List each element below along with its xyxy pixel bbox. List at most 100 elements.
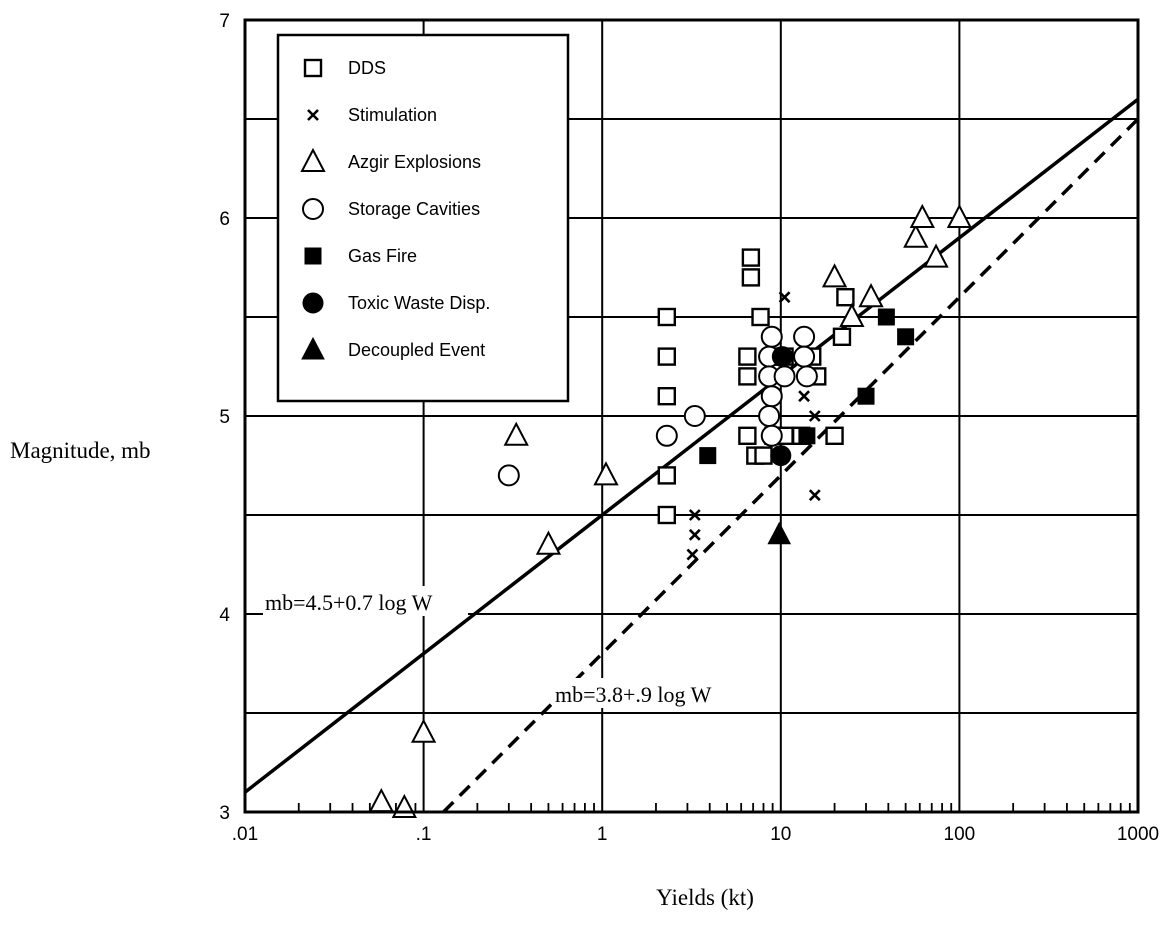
plot-border <box>243 18 1140 814</box>
point-azgir-explosions <box>903 223 929 248</box>
legend-marker-decoupled-event <box>301 336 325 360</box>
legend-label-stimulation: Stimulation <box>348 105 437 125</box>
point-dds <box>657 466 677 485</box>
point-stimulation <box>686 548 699 561</box>
point-stimulation <box>778 291 791 304</box>
point-dds <box>738 367 757 386</box>
x-tick-label: 100 <box>944 824 976 845</box>
x-tick-label: 1 <box>597 824 608 845</box>
point-dds <box>657 307 677 327</box>
fit-line-solid <box>243 97 1140 794</box>
data-points <box>368 203 973 819</box>
point-storage-cavities <box>795 365 818 388</box>
point-azgir-explosions <box>821 263 848 288</box>
point-storage-cavities <box>655 424 678 447</box>
legend-label-decoupled-event: Decoupled Event <box>348 340 485 360</box>
legend-marker-azgir-explosions <box>300 147 326 172</box>
x-axis-title: Yields (kt) <box>656 885 754 910</box>
point-azgir-explosions <box>946 203 973 228</box>
legend: DDS Stimulation Azgir Explosions Storage Ca… <box>276 33 570 403</box>
point-dds <box>754 446 773 465</box>
legend-label-dds: DDS <box>348 58 386 78</box>
point-dds <box>832 327 852 346</box>
point-azgir-explosions <box>368 787 395 813</box>
point-stimulation <box>808 489 821 502</box>
plot-frame <box>243 18 1140 814</box>
point-azgir-explosions <box>410 718 437 743</box>
legend-marker-dds <box>303 58 323 78</box>
point-storage-cavities <box>497 464 520 487</box>
point-azgir-explosions <box>593 461 619 486</box>
point-stimulation <box>808 410 821 422</box>
point-gas-fire <box>857 387 875 405</box>
point-dds <box>738 426 757 445</box>
equation-label-solid: mb=4.5+0.7 log W <box>265 590 433 615</box>
point-azgir-explosions <box>858 283 884 308</box>
point-dds <box>657 505 677 525</box>
point-azgir-explosions <box>923 243 949 268</box>
x-stroke <box>808 489 821 502</box>
x-stroke <box>307 109 319 121</box>
point-dds <box>825 426 844 445</box>
x-stroke <box>688 509 701 521</box>
point-dds <box>836 288 855 307</box>
y-tick-label: 3 <box>219 803 230 824</box>
point-azgir-explosions <box>503 421 529 446</box>
point-storage-cavities <box>760 424 783 447</box>
point-decoupled-event <box>767 521 792 545</box>
point-dds <box>741 268 761 287</box>
point-storage-cavities <box>760 325 783 348</box>
y-tick-label: 7 <box>219 11 230 32</box>
eq-label-2-bg <box>552 678 767 708</box>
equation-label-dashed: mb=3.8+.9 log W <box>555 682 712 707</box>
point-storage-cavities <box>793 345 816 368</box>
x-stroke <box>688 528 701 541</box>
point-dds <box>738 347 757 366</box>
point-storage-cavities <box>760 385 783 408</box>
legend-label-gas-fire: Gas Fire <box>348 246 417 266</box>
legend-marker-stimulation <box>307 109 319 121</box>
x-tick-label: 1000 <box>1117 824 1159 845</box>
x-tick-label: .1 <box>416 824 432 845</box>
point-gas-fire <box>798 427 816 445</box>
point-storage-cavities <box>758 405 781 427</box>
legend-marker-toxic-waste-disp <box>302 292 324 314</box>
point-azgir-explosions <box>535 530 562 555</box>
point-storage-cavities <box>773 365 796 388</box>
eq-label-1-bg <box>263 586 468 616</box>
point-dds <box>741 248 761 267</box>
point-storage-cavities <box>793 325 816 348</box>
point-gas-fire <box>877 308 895 326</box>
point-dds <box>751 307 770 327</box>
legend-label-toxic-waste-disp: Toxic Waste Disp. <box>348 293 490 313</box>
point-gas-fire <box>897 328 915 346</box>
point-dds <box>657 387 677 406</box>
point-toxic-waste-disp <box>771 346 793 368</box>
y-tick-label: 4 <box>219 605 230 626</box>
x-tick-label: .01 <box>232 824 258 845</box>
legend-marker-storage-cavities <box>302 198 324 220</box>
legend-box <box>276 33 570 403</box>
point-toxic-waste-disp <box>770 445 792 467</box>
minor-ticks <box>297 803 1131 812</box>
x-stroke <box>686 548 699 561</box>
legend-label-azgir-explosions: Azgir Explosions <box>348 152 481 172</box>
point-gas-fire <box>699 447 717 465</box>
y-axis-title: Magnitude, mb <box>10 438 151 463</box>
x-stroke <box>808 410 821 422</box>
point-azgir-explosions <box>909 203 935 228</box>
point-stimulation <box>798 390 810 403</box>
x-tick-label: 10 <box>770 824 791 845</box>
tick-labels: .01 .1 1 10 100 1000 3 4 5 6 7 <box>219 11 1159 845</box>
legend-marker-gas-fire <box>304 247 322 265</box>
x-stroke <box>798 390 810 403</box>
point-stimulation <box>688 509 701 521</box>
y-tick-label: 5 <box>219 407 230 428</box>
point-azgir-explosions <box>839 302 865 327</box>
x-stroke <box>778 291 791 304</box>
legend-label-storage-cavities: Storage Cavities <box>348 199 480 219</box>
point-storage-cavities <box>683 405 706 427</box>
point-stimulation <box>688 528 701 541</box>
point-dds <box>657 347 677 366</box>
